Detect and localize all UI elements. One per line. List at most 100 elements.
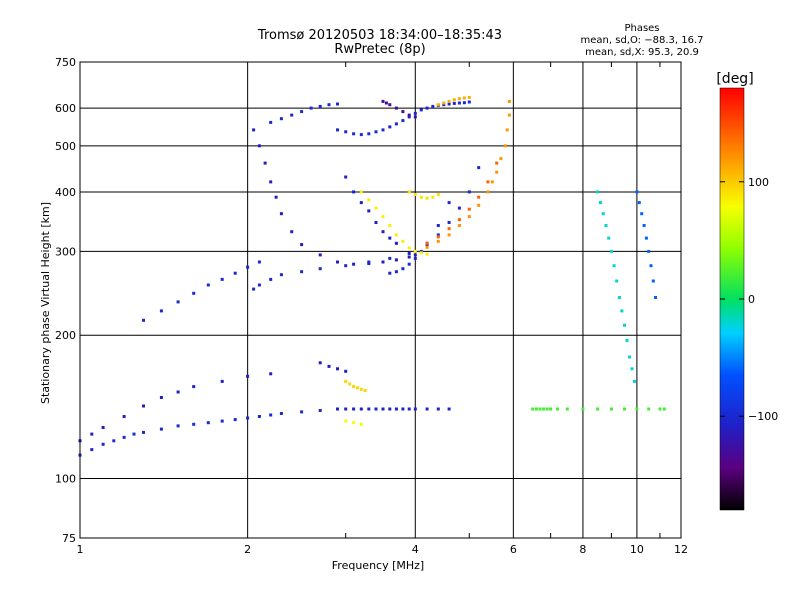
data-point: [348, 382, 352, 386]
data-point: [604, 224, 608, 227]
data-point: [658, 407, 662, 411]
data-point: [467, 95, 471, 99]
data-point: [359, 133, 363, 137]
data-point: [381, 215, 385, 219]
data-point: [436, 235, 440, 239]
data-point: [407, 252, 411, 255]
data-point: [336, 128, 339, 132]
data-point: [401, 119, 405, 123]
y-tick-label: 500: [55, 140, 76, 153]
data-point: [457, 97, 461, 101]
data-point: [132, 432, 136, 436]
data-point: [90, 448, 94, 452]
data-point: [644, 236, 648, 240]
y-tick-label: 200: [55, 329, 76, 342]
data-point: [388, 236, 392, 240]
x-tick-labels: 1 2 4 6 8 10 12: [77, 543, 689, 556]
data-point: [642, 224, 646, 227]
data-point: [436, 193, 440, 196]
data-point: [436, 239, 440, 243]
data-point: [336, 102, 339, 106]
data-point: [159, 427, 163, 431]
data-point: [274, 195, 278, 199]
data-point: [359, 190, 363, 194]
data-point: [486, 180, 490, 184]
data-point: [413, 407, 417, 411]
data-point: [176, 300, 180, 304]
data-point: [425, 252, 429, 256]
data-point: [388, 125, 392, 129]
data-point: [192, 291, 196, 295]
data-point: [279, 412, 283, 415]
data-point: [367, 209, 371, 213]
data-point: [300, 243, 304, 247]
data-point: [290, 113, 294, 117]
x-tick-label: 8: [579, 543, 586, 556]
data-point: [425, 407, 429, 411]
data-point: [407, 246, 411, 250]
data-point: [233, 271, 237, 275]
data-point: [447, 221, 451, 224]
data-point: [495, 170, 499, 174]
data-point: [640, 212, 644, 216]
data-point: [344, 264, 348, 268]
data-point: [651, 279, 655, 283]
data-point: [467, 190, 471, 194]
data-point: [352, 262, 356, 266]
x-tick-label: 1: [77, 543, 84, 556]
data-point: [394, 233, 398, 237]
data-point: [252, 128, 256, 132]
y-tick-label: 300: [55, 245, 76, 258]
data-point: [367, 198, 371, 202]
data-point: [220, 379, 224, 383]
data-point: [279, 273, 283, 277]
data-point: [436, 224, 440, 227]
data-point: [565, 407, 569, 411]
data-point: [662, 407, 666, 411]
data-point: [336, 260, 339, 264]
data-point: [388, 271, 392, 275]
data-point: [467, 215, 471, 219]
data-point: [617, 296, 621, 299]
x-tick-label: 4: [412, 543, 419, 556]
data-point: [384, 101, 388, 105]
data-point: [447, 201, 451, 205]
data-point: [542, 407, 546, 411]
data-point: [352, 190, 356, 194]
colorbar-tick-label: −100: [748, 410, 778, 423]
data-point: [431, 104, 435, 108]
data-point: [490, 180, 494, 184]
data-point: [462, 96, 466, 100]
data-point: [159, 309, 163, 313]
data-point: [394, 258, 398, 262]
data-point: [413, 193, 417, 196]
data-point: [609, 407, 613, 411]
data-point: [447, 233, 451, 237]
y-tick-label: 600: [55, 102, 76, 115]
data-point: [431, 195, 435, 199]
data-point: [477, 166, 481, 170]
data-point: [192, 422, 196, 426]
plot-frame: [79, 61, 682, 539]
x-axis-label: Frequency [MHz]: [332, 559, 424, 572]
data-point: [457, 218, 461, 222]
data-point: [394, 407, 398, 411]
data-point: [388, 407, 392, 411]
data-point: [637, 201, 641, 205]
data-point: [407, 113, 411, 117]
data-point: [452, 98, 456, 102]
phases-o-stats: mean, sd,O: −88.3, 16.7: [581, 35, 704, 46]
data-point: [269, 277, 273, 281]
data-point: [609, 249, 613, 253]
data-point: [495, 161, 499, 165]
data-point: [452, 101, 456, 105]
data-point: [159, 396, 163, 399]
data-point: [425, 106, 429, 110]
data-point: [620, 309, 624, 313]
data-point: [647, 249, 651, 253]
data-point: [336, 407, 339, 411]
y-tick-label: 400: [55, 186, 76, 199]
data-point: [269, 372, 273, 376]
data-point: [344, 419, 348, 423]
